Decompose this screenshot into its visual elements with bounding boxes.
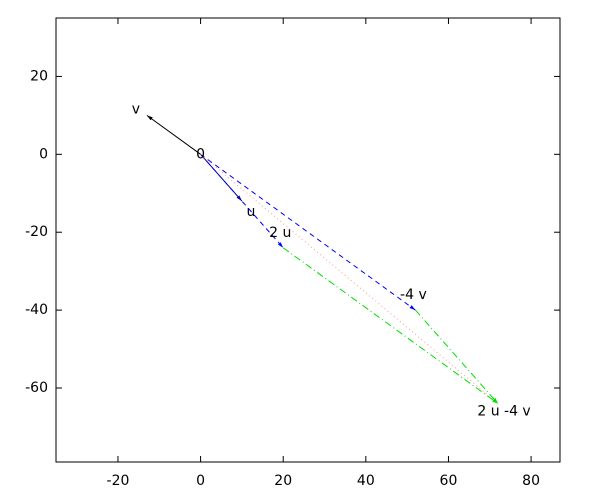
vector-label: 2 u -4 v: [477, 404, 530, 420]
y-tick-label: -40: [25, 302, 48, 318]
y-tick-label: -60: [25, 380, 48, 396]
vector: [415, 309, 499, 404]
x-tick-label: 40: [357, 473, 375, 489]
vector: [200, 153, 416, 311]
plot-border: [55, 17, 561, 463]
vector: [282, 247, 499, 404]
vector: [200, 153, 499, 404]
y-tick-label: 20: [30, 68, 48, 84]
y-tick-label: 0: [39, 146, 48, 162]
y-tick-label: -20: [25, 224, 48, 240]
origin-label: 0: [196, 146, 205, 162]
vector-label: u: [246, 204, 255, 220]
vector-label: v: [132, 101, 140, 117]
vector: [200, 153, 284, 249]
x-tick-label: 20: [274, 473, 292, 489]
x-tick-label: -20: [107, 473, 130, 489]
x-tick-label: 60: [440, 473, 458, 489]
vector-label: 2 u: [269, 225, 291, 241]
vector-label: -4 v: [400, 287, 427, 303]
x-tick-label: 80: [522, 473, 540, 489]
vector: [146, 114, 201, 155]
x-tick-label: 0: [196, 473, 205, 489]
